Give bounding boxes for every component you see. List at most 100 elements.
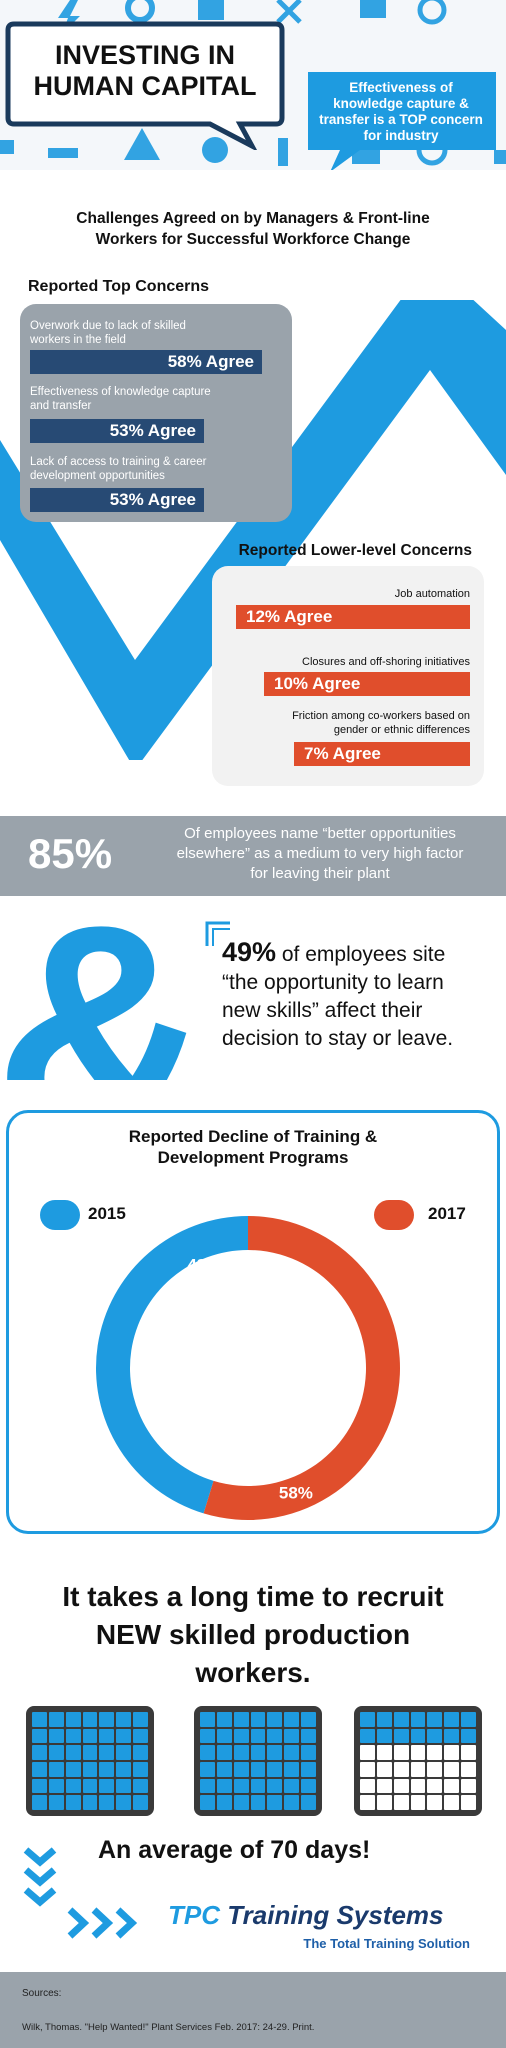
stat-85-value: 85% (28, 830, 113, 877)
bracket-icon (205, 921, 230, 946)
stat-85-line2: elsewhere” as a medium to very high fact… (176, 845, 464, 862)
slice-label-2015: 48% (187, 1256, 221, 1275)
donut-chart: 48% 58% (95, 1216, 400, 1520)
lower-concerns-heading: Reported Lower-level Concerns (238, 542, 472, 559)
stat-49-line4: decision to stay or leave. (222, 1027, 454, 1050)
calendar-day-cell (233, 1728, 249, 1744)
sources-citation: Wilk, Thomas. "Help Wanted!" Plant Servi… (22, 2022, 315, 2033)
lower-concern-1-line1: Job automation (394, 588, 470, 600)
calendar-day-cell (267, 1728, 283, 1744)
chart-title-line1: Reported Decline of Training & (128, 1127, 378, 1146)
calendar-day-cell (216, 1778, 232, 1794)
calendar-day-cell (461, 1762, 476, 1777)
calendar-day-cell (65, 1745, 81, 1760)
calendar-day-cell (233, 1795, 249, 1810)
slice-2015 (95, 1216, 249, 1514)
calendar-day-cell (48, 1778, 64, 1794)
calendar-day-cell (200, 1728, 215, 1744)
calendar-day-cell (133, 1728, 148, 1744)
calendar-day-cell (99, 1728, 115, 1744)
title-line2: HUMAN CAPITAL (33, 71, 257, 101)
calendar-day-cell (360, 1745, 375, 1760)
stat-49-line1: of employees site (276, 943, 446, 966)
calendar-day-cell (301, 1712, 316, 1727)
calendar-day-cell (200, 1778, 215, 1794)
calendar-day-cell (116, 1795, 132, 1810)
calendar-day-cell (267, 1778, 283, 1794)
top-concern-label-2: Effectiveness of knowledge capture and t… (30, 386, 280, 414)
calendar-day-cell (427, 1795, 443, 1810)
calendar-day-cell (461, 1778, 476, 1794)
callout-text: Effectiveness of knowledge capture & tra… (319, 80, 483, 143)
calendar-day-cell (301, 1745, 316, 1760)
calendar-day-cell (376, 1795, 392, 1810)
calendar-day-cell (444, 1795, 460, 1810)
calendar-day-cell (284, 1745, 300, 1760)
calendar-day-cell (250, 1778, 266, 1794)
recruit-line1: It takes a long time to recruit (62, 1581, 444, 1612)
chevron-right-icons (67, 1907, 138, 1939)
calendar-day-cell (233, 1745, 249, 1760)
legend-2015-label: 2015 (88, 1204, 126, 1223)
top-concern-bar-3: 53% Agree (30, 488, 204, 512)
legend-2015-swatch (40, 1200, 80, 1230)
calendar-day-cell (427, 1778, 443, 1794)
calendar-day-cell (216, 1728, 232, 1744)
calendar-day-cell (360, 1778, 375, 1794)
calendar-day-cell (427, 1762, 443, 1777)
box-icon (198, 0, 224, 20)
top-concern-1-line2: workers in the field (30, 333, 126, 346)
chart-title: Reported Decline of Training & Developme… (6, 1126, 500, 1168)
calendar-day-cell (284, 1762, 300, 1777)
stat-85-text: Of employees name “better opportunities … (150, 824, 490, 884)
calendar-day-cell (99, 1778, 115, 1794)
calendar-day-cell (461, 1728, 476, 1744)
challenges-title-line1: Challenges Agreed on by Managers & Front… (76, 210, 430, 227)
calendar-day-cell (48, 1712, 64, 1727)
calendar-day-cell (233, 1712, 249, 1727)
calendar-day-cell (444, 1728, 460, 1744)
lower-concern-2-line1: Closures and off-shoring initiatives (302, 656, 470, 668)
calendar-day-cell (376, 1762, 392, 1777)
recruit-line2: NEW skilled production (95, 1619, 411, 1650)
calendar-day-cell (267, 1762, 283, 1777)
lower-concern-bar-1: 12% Agree (236, 605, 470, 629)
machine-icon (360, 0, 386, 18)
calendar-day-cell (200, 1712, 215, 1727)
stat-85-line1: Of employees name “better opportunities (184, 825, 456, 842)
calendar-icon-2 (194, 1706, 322, 1816)
calendar-day-cell (82, 1745, 98, 1760)
calendar-day-cell (216, 1712, 232, 1727)
calendar-day-cell (410, 1778, 426, 1794)
chart-title-line2: Development Programs (157, 1148, 349, 1167)
calendar-day-cell (233, 1762, 249, 1777)
calendar-day-cell (360, 1712, 375, 1727)
title-bubble (5, 21, 285, 150)
header-banner: INVESTING IN HUMAN CAPITAL Effectiveness… (0, 0, 506, 170)
calendar-day-cell (65, 1728, 81, 1744)
calendar-day-cell (393, 1712, 409, 1727)
calendar-day-cell (393, 1728, 409, 1744)
brand-tagline: The Total Training Solution (303, 1936, 470, 1951)
calendar-day-cell (461, 1712, 476, 1727)
legend-2017-label: 2017 (428, 1204, 466, 1223)
calendar-day-cell (133, 1778, 148, 1794)
calendar-day-cell (393, 1745, 409, 1760)
calendar-day-cell (32, 1795, 47, 1810)
calendar-day-cell (200, 1762, 215, 1777)
calendar-day-cell (376, 1728, 392, 1744)
calendar-day-cell (376, 1745, 392, 1760)
calendar-day-cell (82, 1795, 98, 1810)
calendar-day-cell (216, 1762, 232, 1777)
calendar-day-cell (284, 1778, 300, 1794)
forklift-icon (352, 150, 380, 164)
calendar-day-cell (250, 1712, 266, 1727)
calendar-day-cell (410, 1728, 426, 1744)
calendar-day-cell (444, 1745, 460, 1760)
top-concern-2-line1: Effectiveness of knowledge capture (30, 386, 211, 398)
calendar-day-cell (216, 1795, 232, 1810)
saw-icon (202, 137, 228, 163)
calendar-day-cell (99, 1762, 115, 1777)
top-concern-2-line2: and transfer (30, 399, 92, 412)
calendar-day-cell (216, 1745, 232, 1760)
